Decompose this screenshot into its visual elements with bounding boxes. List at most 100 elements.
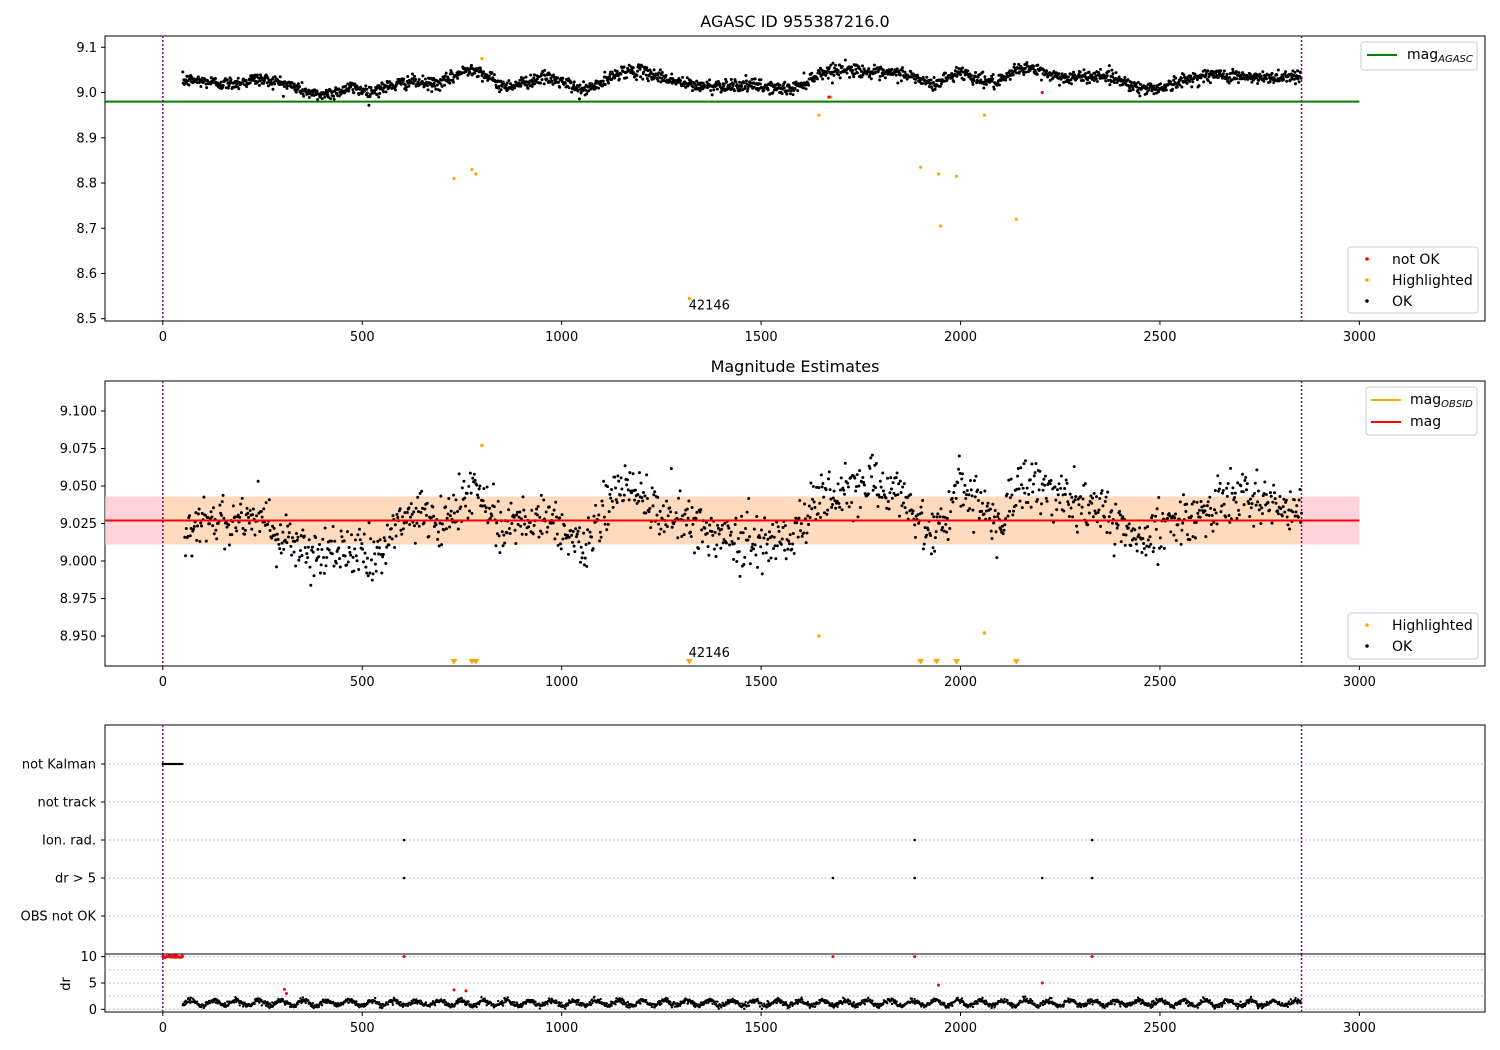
ok-point [811,484,815,488]
ok-point [812,79,816,83]
ok-point [199,521,203,525]
ok-point [230,533,234,537]
ok-point [270,82,274,86]
ok-point [1058,83,1062,87]
ok-point [971,82,975,86]
ok-point [971,508,975,512]
ok-point [463,496,467,500]
ok-point [1069,82,1073,86]
ok-point [926,528,930,532]
ok-point [651,72,655,76]
ok-point [1286,523,1290,527]
ok-point [532,73,536,77]
y-tick-label: 9.0 [76,86,97,101]
ok-point [1158,536,1162,540]
ok-point [530,508,534,512]
ok-point [1296,69,1300,73]
ok-point [616,474,620,478]
ok-point [660,1002,663,1005]
ok-point [900,504,904,508]
ok-point [816,512,820,516]
ok-point [1239,484,1243,488]
ok-point [408,523,412,527]
ok-point [1010,493,1014,497]
ok-point [1091,515,1095,519]
ok-point [1055,508,1059,512]
ok-point [996,515,1000,519]
ok-point [962,490,966,494]
ok-point [561,76,565,80]
ok-point [366,574,370,578]
ok-point [1095,495,1099,499]
ok-point [608,72,612,76]
ok-point [346,82,350,86]
ok-point [1059,486,1063,490]
ok-point [443,83,447,87]
ok-point [436,537,440,541]
ok-point [744,526,748,530]
ok-point [288,522,292,526]
ok-point [610,1004,613,1007]
ok-point [1104,495,1108,499]
ok-point [692,551,696,555]
ok-point [655,513,659,517]
ok-point [1129,89,1133,93]
ok-point [582,531,586,535]
ok-point [961,472,965,476]
ok-point [1214,511,1218,515]
ok-point [646,79,650,83]
ok-point [231,504,235,508]
ok-point [961,503,965,507]
ok-point [512,515,516,519]
ok-point [382,536,386,540]
ok-point [351,88,355,92]
ok-point [728,543,732,547]
ok-point [741,531,745,535]
ok-point [622,65,626,69]
ok-point [1118,513,1122,517]
ok-point [509,501,513,505]
ok-point [807,523,811,527]
ok-point [934,530,938,534]
ok-point [349,85,353,89]
ok-point [518,510,522,514]
ok-point [487,74,491,78]
ok-point [407,506,411,510]
ok-point [573,550,577,554]
ok-point [324,564,328,568]
ok-point [470,63,474,67]
ok-point [373,552,377,556]
ok-point [432,81,436,85]
ok-point [357,93,361,97]
highlighted-point [817,113,821,117]
ok-point [950,71,954,75]
ok-point [496,499,500,503]
ok-point [838,488,842,492]
ok-point [1248,72,1252,76]
ok-point [658,509,662,513]
ok-point [1248,514,1252,518]
ok-point [1108,531,1112,535]
ok-point [752,85,756,89]
ok-point [1166,516,1170,520]
ok-point [434,523,438,527]
highlighted-triangle [1012,659,1020,665]
ok-point [992,87,996,91]
ok-point [999,527,1003,531]
ok-point [985,504,989,508]
ok-point [1067,514,1071,518]
ok-point [357,567,361,571]
ok-point [1107,515,1111,519]
ok-point [549,76,553,80]
ok-point [575,1003,578,1006]
ok-point [550,79,554,83]
ok-point [615,69,619,73]
ok-point [437,544,441,548]
ok-point [625,483,629,487]
ok-point [656,495,660,499]
ok-point [1043,483,1047,487]
ok-point [491,76,495,80]
ok-point [1002,528,1006,532]
ok-point [765,542,769,546]
ok-point [1262,79,1266,83]
